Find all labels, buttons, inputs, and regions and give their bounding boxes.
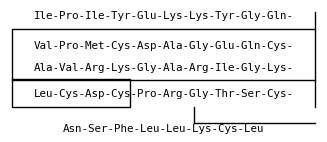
Text: Val-Pro-Met-Cys-Asp-Ala-Gly-Glu-Gln-Cys-: Val-Pro-Met-Cys-Asp-Ala-Gly-Glu-Gln-Cys- (33, 41, 294, 51)
Bar (12, 29, 315, 80)
Bar (12, 79, 130, 106)
Text: Leu-Cys-Asp-Cys-Pro-Arg-Gly-Thr-Ser-Cys-: Leu-Cys-Asp-Cys-Pro-Arg-Gly-Thr-Ser-Cys- (33, 89, 294, 99)
Text: Asn-Ser-Phe-Leu-Leu-Lys-Cys-Leu: Asn-Ser-Phe-Leu-Leu-Lys-Cys-Leu (63, 124, 264, 134)
Text: Ile-Pro-Ile-Tyr-Glu-Lys-Lys-Tyr-Gly-Gln-: Ile-Pro-Ile-Tyr-Glu-Lys-Lys-Tyr-Gly-Gln- (33, 11, 294, 21)
Text: Ala-Val-Arg-Lys-Gly-Ala-Arg-Ile-Gly-Lys-: Ala-Val-Arg-Lys-Gly-Ala-Arg-Ile-Gly-Lys- (33, 62, 294, 73)
